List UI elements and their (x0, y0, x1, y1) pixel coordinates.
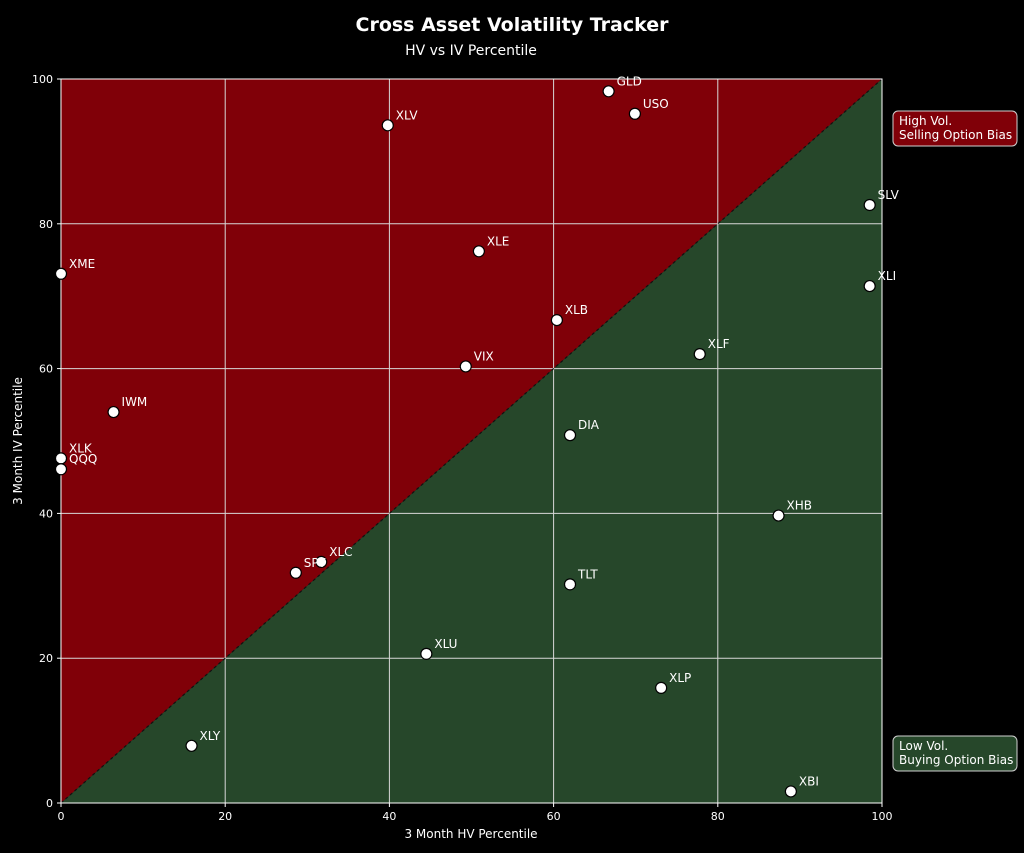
data-point-uso (628, 107, 641, 120)
legend-low-vol-box (892, 735, 1018, 772)
point-label-xlp: XLP (669, 671, 691, 685)
data-point-xme (54, 267, 68, 280)
data-point-xlc (315, 555, 328, 569)
point-label-gld: GLD (617, 74, 642, 88)
legend-high-vol-box (892, 110, 1018, 147)
point-label-xlf: XLF (708, 337, 730, 351)
chart-title: Cross Asset Volatility Tracker (356, 14, 670, 36)
legend-low-vol-text: Buying Option Bias (899, 753, 1013, 767)
x-tick-label: 80 (711, 810, 725, 823)
region-legend: High Vol.Selling Option Bias Low Vol.Buyi… (892, 110, 1018, 772)
point-label-vix: VIX (474, 349, 494, 363)
legend-high-vol-text: High Vol. (899, 114, 952, 128)
diagonal-line (60, 78, 883, 804)
data-point-xlv (381, 119, 394, 132)
y-tick-label: 80 (39, 218, 53, 231)
x-tick-label: 0 (58, 810, 65, 823)
data-point-xhb (772, 509, 785, 522)
data-point-xlp (655, 681, 668, 694)
data-point-vix (459, 360, 472, 373)
point-label-xli: XLI (878, 269, 896, 283)
point-label-iwm: IWM (122, 395, 148, 409)
data-point-xlk (54, 452, 68, 465)
legend-low-vol: Low Vol.Buying Option Bias (892, 735, 1018, 772)
point-label-xbi: XBI (799, 774, 819, 788)
x-tick-label: 40 (382, 810, 396, 823)
point-label-xlb: XLB (565, 303, 588, 317)
point-label-xme: XME (69, 257, 95, 271)
data-point-dia (563, 429, 577, 442)
data-point-tlt (563, 578, 577, 591)
data-point-xlb (550, 313, 563, 327)
y-tick-label: 40 (39, 507, 53, 520)
y-tick-label: 0 (46, 797, 53, 810)
point-label-dia: DIA (578, 418, 600, 432)
data-point-xli (863, 279, 876, 293)
plot-frame (60, 78, 883, 804)
point-label-uso: USO (643, 97, 669, 111)
data-point-iwm (107, 405, 120, 419)
point-label-tlt: TLT (577, 567, 598, 581)
point-label-xlv: XLV (396, 108, 419, 122)
y-tick-label: 20 (39, 652, 53, 665)
x-axis-label: 3 Month HV Percentile (404, 827, 537, 841)
data-point-xly (185, 739, 198, 752)
data-point-qqq (54, 463, 68, 476)
data-point-xle (472, 245, 485, 258)
data-point-xlu (420, 647, 433, 660)
legend-high-vol-text: Selling Option Bias (899, 128, 1012, 142)
chart-subtitle: HV vs IV Percentile (405, 43, 537, 59)
x-tick-label: 60 (547, 810, 561, 823)
point-label-xly: XLY (200, 729, 221, 743)
point-label-xle: XLE (487, 234, 510, 248)
point-label-spy: SPY (304, 556, 327, 570)
y-tick-label: 100 (32, 73, 53, 86)
point-label-xlk: XLK (69, 441, 93, 455)
x-tick-label: 100 (872, 810, 893, 823)
data-point-xbi (784, 785, 797, 798)
legend-low-vol-text: Low Vol. (899, 739, 948, 753)
point-label-xlc: XLC (329, 545, 352, 559)
point-label-slv: SLV (878, 188, 900, 202)
x-tick-label: 20 (218, 810, 232, 823)
y-tick-label: 60 (39, 363, 53, 376)
legend-high-vol: High Vol.Selling Option Bias (892, 110, 1018, 147)
point-label-xhb: XHB (787, 499, 812, 513)
point-label-xlu: XLU (434, 637, 457, 651)
data-point-xlf (693, 348, 706, 361)
point-label-qqq: QQQ (69, 452, 97, 466)
y-axis-label: 3 Month IV Percentile (11, 377, 25, 505)
data-point-slv (863, 198, 876, 212)
data-point-spy (289, 566, 302, 579)
data-point-gld (602, 85, 615, 98)
